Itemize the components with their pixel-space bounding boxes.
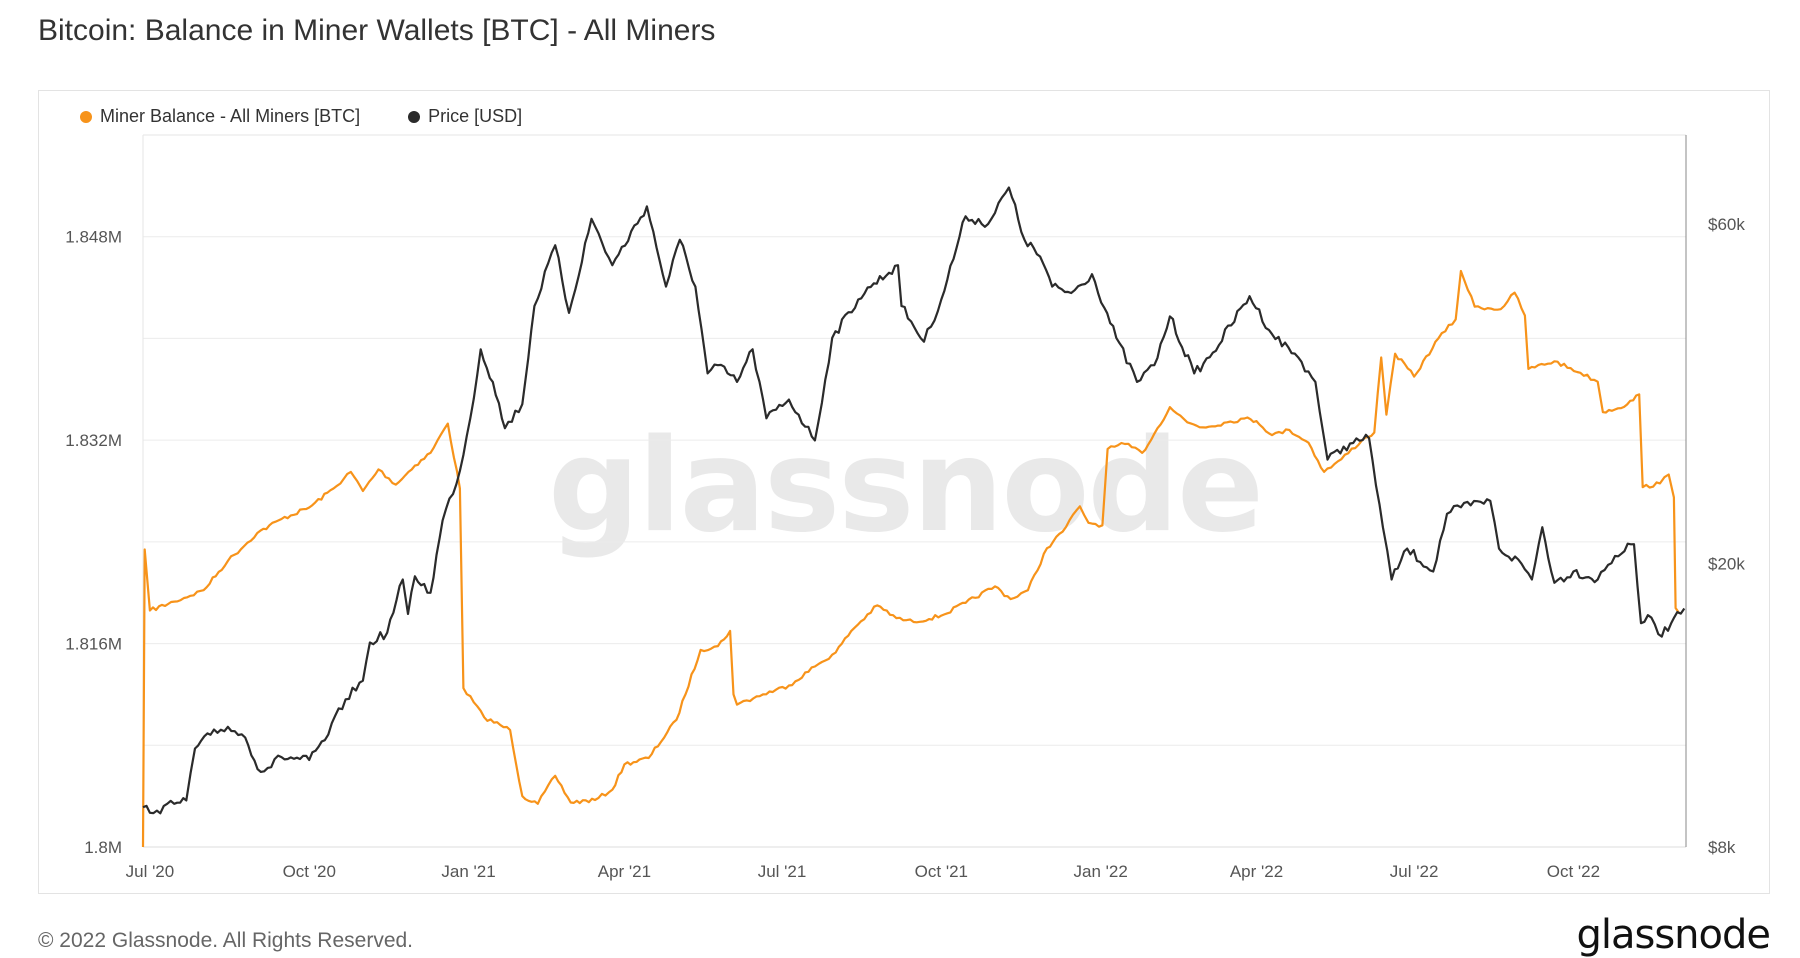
x-tick-label: Oct '22: [1547, 862, 1600, 881]
legend-dot-balance: [80, 110, 92, 123]
y-right-tick-label: $20k: [1708, 555, 1745, 574]
x-tick-label: Jul '20: [126, 862, 175, 881]
x-tick-label: Jan '22: [1074, 862, 1128, 881]
watermark: glassnode: [548, 412, 1262, 561]
tick-labels: Jul '20 Oct '20 Jan '21 Apr '21 Jul '21 Oct '…: [65, 215, 1745, 881]
x-tick-label: Oct '21: [915, 862, 968, 881]
y-left-tick-label: 1.8M: [84, 838, 122, 857]
x-tick-label: Jul '21: [758, 862, 807, 881]
y-right-tick-label: $8k: [1708, 838, 1736, 857]
series-lines: [141, 186, 1686, 848]
y-left-tick-label: 1.816M: [65, 635, 122, 654]
series-line-price: [142, 186, 1686, 815]
x-tick-label: Apr '22: [1230, 862, 1283, 881]
x-tick-label: Apr '21: [598, 862, 651, 881]
x-tick-label: Oct '20: [283, 862, 336, 881]
chart-frame: [38, 90, 1770, 894]
x-tick-label: Jul '22: [1390, 862, 1439, 881]
footer-copyright: © 2022 Glassnode. All Rights Reserved.: [38, 929, 414, 952]
legend-label-balance: Miner Balance - All Miners [BTC]: [100, 106, 361, 126]
legend-item-price[interactable]: Price [USD]: [408, 106, 522, 127]
series-line-miner-balance: [141, 269, 1681, 848]
y-left-tick-label: 1.848M: [65, 228, 122, 247]
y-right-tick-label: $60k: [1708, 215, 1745, 234]
glassnode-logo[interactable]: glassnode: [1576, 912, 1771, 958]
legend-label-price: Price [USD]: [428, 106, 523, 126]
x-tick-label: Jan '21: [441, 862, 495, 881]
y-left-tick-label: 1.832M: [65, 431, 122, 450]
legend-item-balance[interactable]: Miner Balance - All Miners [BTC]: [80, 106, 360, 127]
legend: Miner Balance - All Miners [BTC] Price […: [80, 106, 522, 127]
page-title: Bitcoin: Balance in Miner Wallets [BTC] …: [38, 14, 716, 47]
legend-dot-price: [408, 110, 421, 123]
